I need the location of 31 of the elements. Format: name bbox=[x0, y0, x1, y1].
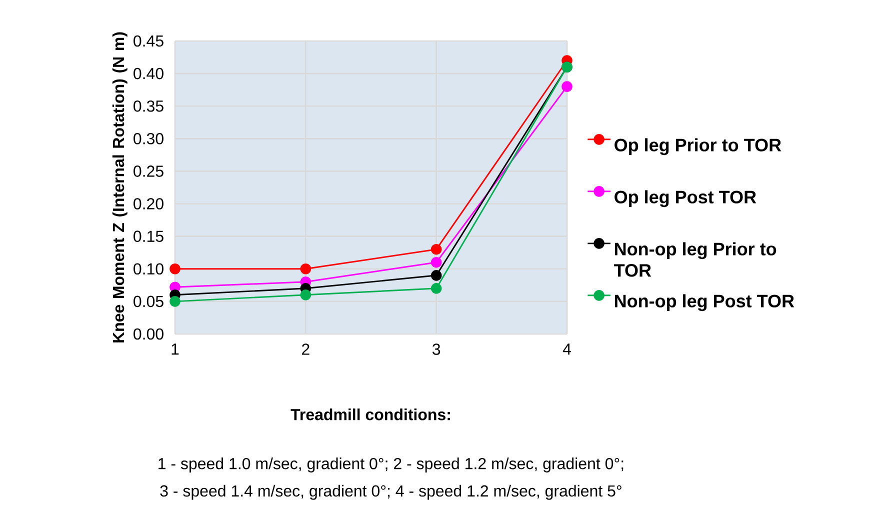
legend-label: Op leg Post TOR bbox=[614, 190, 756, 208]
point bbox=[170, 263, 180, 274]
point bbox=[170, 296, 180, 307]
y-tick-label: 0.30 bbox=[134, 133, 164, 144]
y-tick-label: 0.15 bbox=[134, 230, 164, 242]
y-tick-label: 0.40 bbox=[134, 68, 164, 80]
x-tick-label: 1 bbox=[172, 344, 179, 355]
y-tick-label: 0.45 bbox=[134, 35, 164, 47]
legend-label: Non-op leg Prior to TOR bbox=[614, 242, 776, 277]
y-tick-label: 0.20 bbox=[134, 198, 164, 210]
text: 1 - speed 1.0 m/sec, gradient 0°; 2 - speed 1.2 m/sec, gradient 0°; bbox=[158, 458, 624, 472]
y-tick-label: 0.35 bbox=[134, 100, 164, 112]
x-tick-label: 2 bbox=[302, 344, 310, 355]
y-axis-title: Knee Moment Z (Internal Rotation) (N m) bbox=[112, 32, 128, 342]
legend-label: Op leg Prior to TOR bbox=[614, 138, 782, 156]
point bbox=[430, 256, 442, 268]
point bbox=[562, 81, 572, 92]
x-tick-label: 4 bbox=[562, 344, 571, 355]
point bbox=[300, 290, 312, 300]
point bbox=[430, 270, 442, 281]
y-tick-label: 0.00 bbox=[134, 328, 164, 340]
y-tick-label: 0.10 bbox=[134, 263, 164, 275]
x-axis-title: Treadmill conditions: bbox=[290, 408, 450, 420]
point bbox=[430, 244, 442, 255]
point bbox=[430, 283, 442, 294]
legend-label: Non-op leg Post TOR bbox=[615, 294, 794, 312]
y-tick-label: 0.05 bbox=[134, 296, 164, 308]
y-tick-label: 0.25 bbox=[134, 166, 164, 177]
point bbox=[300, 263, 312, 274]
x-tick-label: 3 bbox=[432, 344, 440, 355]
text: 3 - speed 1.4 m/sec, gradient 0°; 4 - speed 1.2 m/sec, gradient 5° bbox=[160, 484, 622, 500]
